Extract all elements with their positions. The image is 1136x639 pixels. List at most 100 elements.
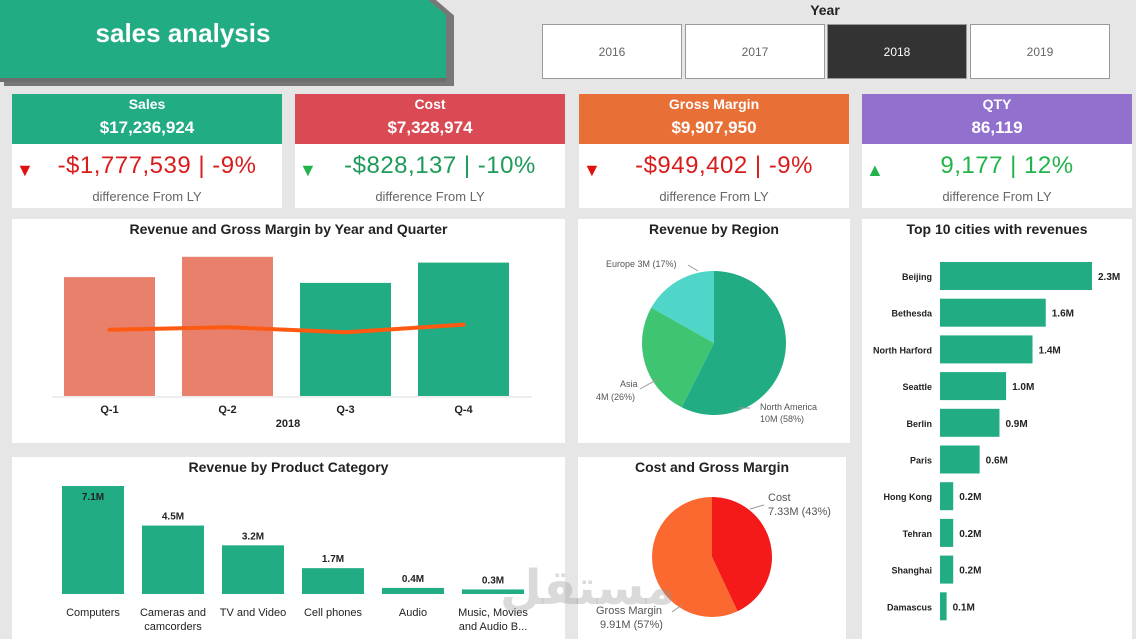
city-bar xyxy=(940,482,954,511)
leader-line xyxy=(639,378,659,390)
kpi-label: Sales xyxy=(128,96,166,112)
kpi-diff-value: 9,177 | 12% xyxy=(940,152,1074,179)
kpi-value: $9,907,950 xyxy=(671,118,757,137)
down-arrow-icon: ▼ xyxy=(299,160,317,180)
city-value-label: 0.2M xyxy=(959,529,981,540)
up-arrow-icon: ▲ xyxy=(866,160,884,180)
pie-label: Cost xyxy=(768,492,791,504)
kpi-card-cost: Cost $7,328,974 ▼ -$828,137 | -10% differenc… xyxy=(295,94,565,208)
category-value-label: 4.5M xyxy=(162,512,184,523)
pie-slice-north-america xyxy=(681,271,786,415)
city-bar xyxy=(940,335,1033,364)
year-slicer-label: Year xyxy=(810,2,840,18)
city-label: Tehran xyxy=(903,529,932,539)
city-value-label: 0.6M xyxy=(986,456,1008,467)
city-bar xyxy=(940,298,1046,327)
category-value-label: 0.4M xyxy=(402,574,424,585)
kpi-label: QTY xyxy=(982,96,1012,112)
kpi-diff-value: -$1,777,539 | -9% xyxy=(57,152,257,179)
year-button-2018[interactable]: 2018 xyxy=(827,24,967,79)
kpi-diff-value: -$949,402 | -9% xyxy=(635,152,813,179)
kpi-difference: ▲ 9,177 | 12% xyxy=(862,150,1132,180)
chart-title: Revenue by Region xyxy=(649,221,779,237)
revenue-region-chart: North America 10M (58%) Asia 4M (26%) Europe… xyxy=(596,259,817,424)
title-banner-wrap: sales analysis xyxy=(0,0,454,86)
kpi-card-sales: Sales $17,236,924 ▼ -$1,777,539 | -9% differ… xyxy=(12,94,282,208)
down-arrow-icon: ▼ xyxy=(583,160,601,180)
city-value-label: 2.3M xyxy=(1098,272,1120,283)
chart-title: Cost and Gross Margin xyxy=(634,459,790,475)
city-bar xyxy=(940,445,980,474)
leader-line xyxy=(749,504,765,510)
kpi-card-qty: QTY 86,119 ▲ 9,177 | 12% difference From LY xyxy=(862,94,1132,208)
kpi-difference: ▼ -$1,777,539 | -9% xyxy=(12,150,282,180)
kpi-subtitle: difference From LY xyxy=(92,189,202,204)
pie-slice-europe xyxy=(651,271,714,343)
city-label: North Harford xyxy=(873,345,932,355)
cost-gm-chart: Cost 7.33M (43%) Gross Margin 9.91M (57%) xyxy=(596,492,831,631)
year-button-2017[interactable]: 2017 xyxy=(685,24,825,79)
category-value-label: 1.7M xyxy=(322,554,344,565)
x-tick-label: Q-2 xyxy=(218,404,236,416)
category-bar xyxy=(382,587,444,594)
chart-title: Top 10 cities with revenues xyxy=(906,221,1088,237)
pie-label: Europe 3M (17%) xyxy=(606,259,677,269)
city-value-label: 1.6M xyxy=(1052,309,1074,320)
pie-slice-cost xyxy=(712,497,772,612)
title-banner xyxy=(0,0,446,82)
pie-label: 7.33M (43%) xyxy=(768,506,831,518)
city-value-label: 0.9M xyxy=(1005,419,1027,430)
category-bar xyxy=(302,568,364,594)
category-value-label: 7.1M xyxy=(82,492,104,503)
top-cities-panel: Top 10 cities with revenues Beijing 2.3M B… xyxy=(862,219,1132,639)
kpi-header: Gross Margin $9,907,950 xyxy=(579,94,849,144)
category-label: Audio xyxy=(399,607,427,619)
revenue-bar xyxy=(418,262,509,396)
kpi-label: Gross Margin xyxy=(668,96,760,112)
revenue-bar xyxy=(300,282,391,396)
pie-label: 9.91M (57%) xyxy=(600,619,663,631)
revenue-region-panel: Revenue by Region North America 10M (58%)… xyxy=(578,219,850,443)
category-label: camcorders xyxy=(144,621,202,633)
chart-title: Revenue by Product Category xyxy=(188,459,389,475)
pie-label: North America xyxy=(760,402,817,412)
city-bar xyxy=(940,372,1007,401)
city-bar xyxy=(940,555,954,584)
kpi-value: $7,328,974 xyxy=(387,118,473,137)
pie-label: 10M (58%) xyxy=(760,414,804,424)
category-label: Cameras and xyxy=(140,607,206,619)
kpi-header: Cost $7,328,974 xyxy=(295,94,565,144)
city-label: Bethesda xyxy=(891,309,933,319)
kpi-subtitle: difference From LY xyxy=(942,189,1052,204)
city-value-label: 1.0M xyxy=(1012,382,1034,393)
year-button-2019[interactable]: 2019 xyxy=(970,24,1110,79)
leader-line xyxy=(671,604,683,613)
city-label: Shanghai xyxy=(891,566,932,576)
year-button-2016[interactable]: 2016 xyxy=(542,24,682,79)
category-bar xyxy=(222,545,284,594)
city-label: Hong Kong xyxy=(884,492,933,502)
city-label: Berlin xyxy=(906,419,932,429)
kpi-label: Cost xyxy=(414,96,446,112)
pie-label: Asia xyxy=(620,379,638,389)
city-label: Seattle xyxy=(902,382,932,392)
pie-label: 4M (26%) xyxy=(596,392,635,402)
x-tick-label: Q-1 xyxy=(100,404,118,416)
city-label: Paris xyxy=(910,456,932,466)
kpi-difference: ▼ -$949,402 | -9% xyxy=(579,150,849,180)
revenue-category-panel: Revenue by Product Category 7.1M Computer… xyxy=(12,457,565,639)
city-bar xyxy=(940,592,947,621)
page-title: sales analysis xyxy=(95,18,271,48)
category-bar xyxy=(142,525,204,594)
revenue-category-chart: 7.1M Computers 4.5M Cameras and camcorders 3.… xyxy=(62,486,528,633)
category-label: and Audio B... xyxy=(459,621,528,633)
top-cities-chart: Beijing 2.3M Bethesda 1.6M North Harford 1.4M… xyxy=(873,262,1120,621)
pie-slice-gross-margin xyxy=(652,497,738,617)
kpi-header: QTY 86,119 xyxy=(862,94,1132,144)
cost-gm-panel: Cost and Gross Margin Cost 7.33M (43%) Gro… xyxy=(578,457,846,639)
category-value-label: 3.2M xyxy=(242,531,264,542)
kpi-header: Sales $17,236,924 xyxy=(12,94,282,144)
revenue-bar xyxy=(64,277,155,396)
kpi-value: 86,119 xyxy=(971,118,1023,137)
kpi-difference: ▼ -$828,137 | -10% xyxy=(295,150,565,180)
